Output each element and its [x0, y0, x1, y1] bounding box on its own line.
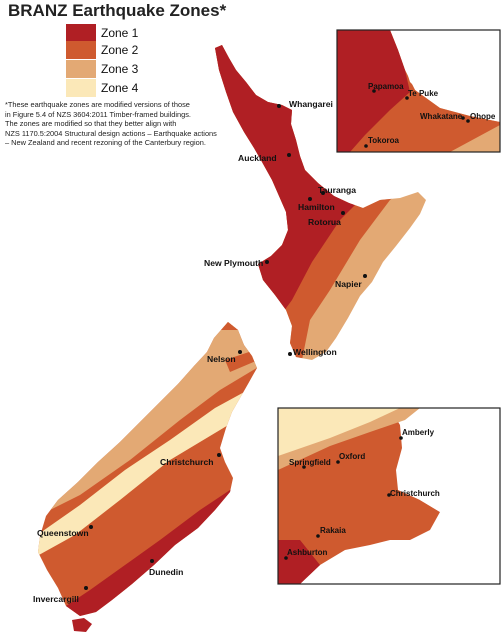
legend-swatch-zone-3	[66, 60, 96, 78]
label-dunedin: Dunedin	[149, 567, 183, 577]
footnote-line: – New Zealand and recent rezoning of the…	[5, 138, 206, 148]
label-springfield: Springfield	[289, 458, 331, 467]
label-ashburton: Ashburton	[287, 548, 328, 557]
label-new-plymouth: New Plymouth	[204, 258, 263, 268]
label-christchurch: Christchurch	[160, 457, 213, 467]
legend-label-zone-1: Zone 1	[101, 26, 139, 40]
footnote-line: NZS 1170.5:2004 Structural design action…	[5, 128, 217, 138]
legend-zone-4: Zone 4	[66, 78, 138, 98]
legend-swatch-zone-1	[66, 24, 96, 42]
label-christchurch-inset: Christchurch	[390, 489, 440, 498]
label-te-puke: Te Puke	[408, 89, 439, 98]
legend-label-zone-4: Zone 4	[101, 81, 139, 95]
label-whakatane: Whakatane	[420, 112, 463, 121]
label-amberly: Amberly	[402, 428, 435, 437]
legend-swatch-zone-2	[66, 41, 96, 59]
legend-label-zone-3: Zone 3	[101, 62, 139, 76]
inset-canterbury: Amberly Springfield Oxford Christchurch …	[277, 407, 501, 585]
zone-4-area	[38, 378, 257, 560]
legend-zone-2: Zone 2	[66, 40, 138, 60]
label-whangarei: Whangarei	[289, 99, 333, 109]
legend-zone-3: Zone 3	[66, 59, 138, 79]
legend-label-zone-2: Zone 2	[101, 43, 139, 57]
label-wellington: Wellington	[293, 347, 337, 357]
label-queenstown: Queenstown	[37, 528, 89, 538]
legend-swatch-zone-4	[66, 79, 96, 97]
label-tauranga: Tauranga	[318, 185, 356, 195]
legend-zone-1: Zone 1	[66, 23, 138, 43]
footnote: *These earthquake zones are modified ver…	[5, 100, 305, 148]
stewart-island	[72, 618, 92, 632]
label-hamilton: Hamilton	[298, 202, 335, 212]
label-auckland: Auckland	[238, 153, 277, 163]
label-napier: Napier	[335, 279, 362, 289]
map-title: BRANZ Earthquake Zones*	[8, 1, 227, 20]
label-invercargill: Invercargill	[33, 594, 79, 604]
footnote-line: in Figure 5.4 of NZS 3604:2011 Timber-fr…	[5, 109, 191, 119]
label-rakaia: Rakaia	[320, 526, 346, 535]
label-tokoroa: Tokoroa	[368, 136, 400, 145]
label-papamoa: Papamoa	[368, 82, 404, 91]
footnote-line: *These earthquake zones are modified ver…	[5, 100, 190, 109]
label-ohope: Ohope	[470, 112, 496, 121]
inset-bay-of-plenty: Papamoa Te Puke Whakatane Ohope Tokoroa	[336, 29, 501, 153]
label-rotorua: Rotorua	[308, 217, 341, 227]
footnote-line: The zones are modified so that they bett…	[5, 119, 177, 129]
label-oxford: Oxford	[339, 452, 365, 461]
label-nelson: Nelson	[207, 354, 236, 364]
